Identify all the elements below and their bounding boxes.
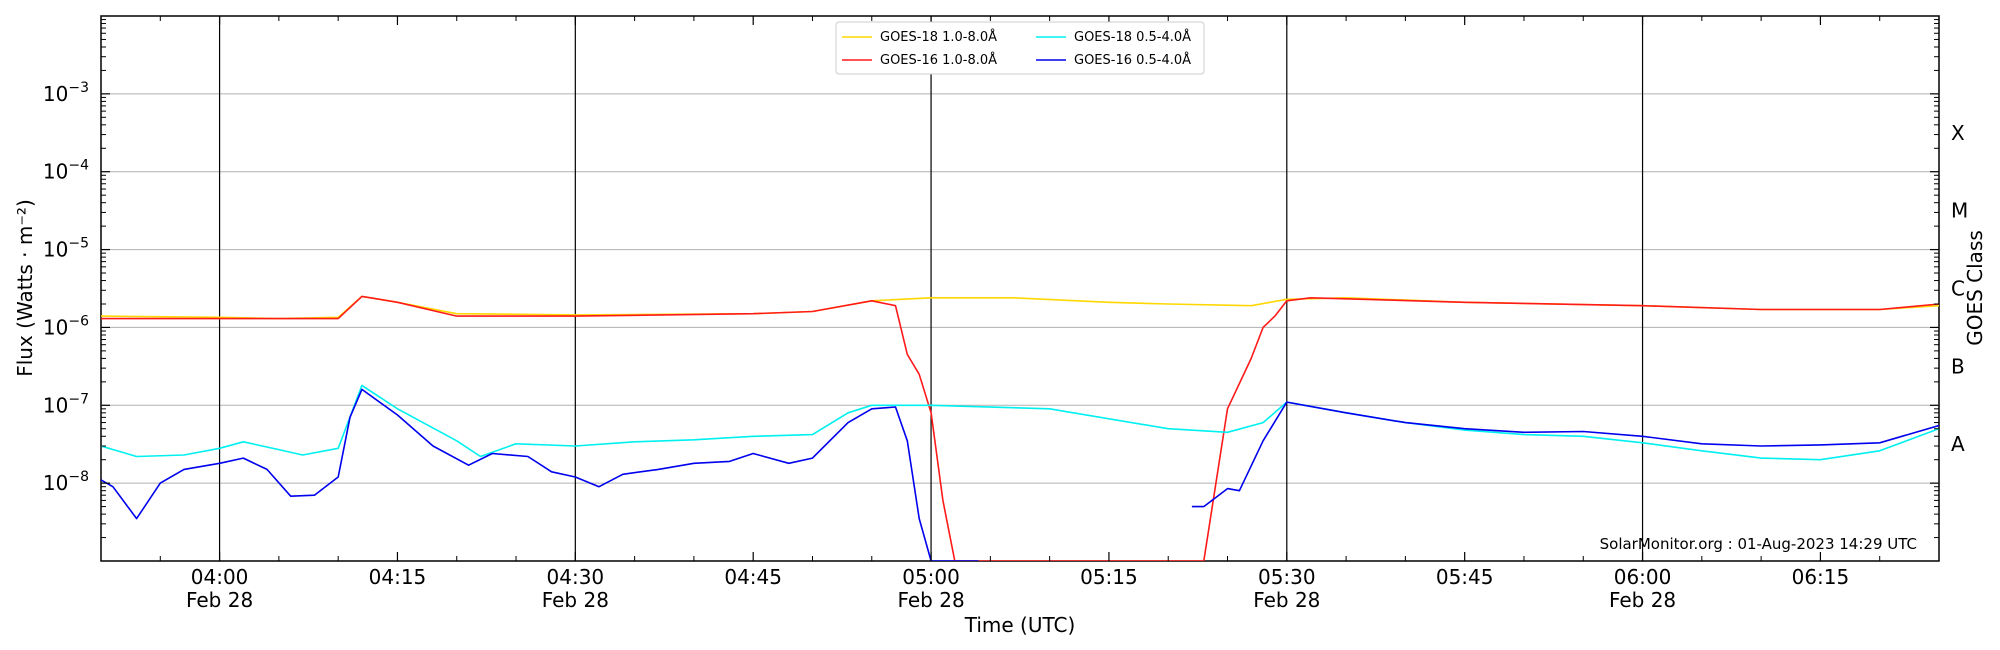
plot-frame: [100, 15, 1940, 562]
goes-class-labels: X M C B A: [1951, 121, 1968, 456]
legend-label-goes16-short: GOES-16 0.5-4.0Å: [1074, 52, 1191, 68]
y-tick-label: 10−8: [43, 469, 89, 495]
goes-class-m: M: [1951, 199, 1968, 223]
credit-annotation: SolarMonitor.org : 01-Aug-2023 14:29 UTC: [1600, 535, 1917, 553]
y-tick-label: 10−3: [43, 80, 89, 106]
y-tick-label: 10−4: [43, 158, 89, 184]
x-tick-label: 05:45: [1436, 565, 1494, 589]
x-tick-label: 04:15: [369, 565, 427, 589]
x-tick-date-label: Feb 28: [897, 588, 964, 612]
legend: GOES-18 1.0-8.0Å GOES-16 1.0-8.0Å GOES-1…: [835, 21, 1205, 75]
x-tick-label: 05:15: [1080, 565, 1138, 589]
x-tick-label: 06:15: [1792, 565, 1850, 589]
series-line-goes16-long: [101, 295, 1939, 561]
y-tick-label: 10−7: [43, 391, 89, 417]
x-tick-label: 06:00: [1614, 565, 1672, 589]
goes-class-a: A: [1951, 432, 1965, 456]
legend-label-goes18-short: GOES-18 0.5-4.0Å: [1074, 29, 1191, 45]
series-lines: [101, 295, 1939, 561]
goes-class-c: C: [1951, 277, 1965, 301]
series-line-goes18-long: [101, 295, 1939, 320]
y-axis-right-title: GOES Class: [1963, 230, 1987, 346]
x-tick-label: 04:00: [191, 565, 249, 589]
x-tick-date-label: Feb 28: [1253, 588, 1320, 612]
x-tick-date-label: Feb 28: [542, 588, 609, 612]
legend-label-goes16-long: GOES-16 1.0-8.0Å: [880, 52, 997, 68]
x-tick-date-label: Feb 28: [186, 588, 253, 612]
x-tick-label: 05:30: [1258, 565, 1316, 589]
goes-class-x: X: [1951, 121, 1965, 145]
y-axis-title: Flux (Watts · m⁻²): [13, 199, 37, 377]
y-tick-label: 10−6: [43, 313, 89, 339]
legend-label-goes18-long: GOES-18 1.0-8.0Å: [880, 29, 997, 45]
series-line-goes16-short: [1191, 401, 1939, 508]
x-tick-label: 04:30: [547, 565, 605, 589]
goes-class-b: B: [1951, 354, 1965, 378]
legend-box: [835, 21, 1205, 75]
grid-lines: [101, 93, 1939, 484]
series-line-goes18-short: [101, 384, 1939, 461]
x-tick-date-label: Feb 28: [1609, 588, 1676, 612]
series-line-goes16-short: [101, 388, 979, 561]
vertical-day-lines: [218, 16, 1644, 561]
y-tick-label: 10−5: [43, 236, 89, 262]
x-axis-title: Time (UTC): [964, 613, 1076, 637]
x-tick-label: 05:00: [902, 565, 960, 589]
x-tick-label: 04:45: [724, 565, 782, 589]
